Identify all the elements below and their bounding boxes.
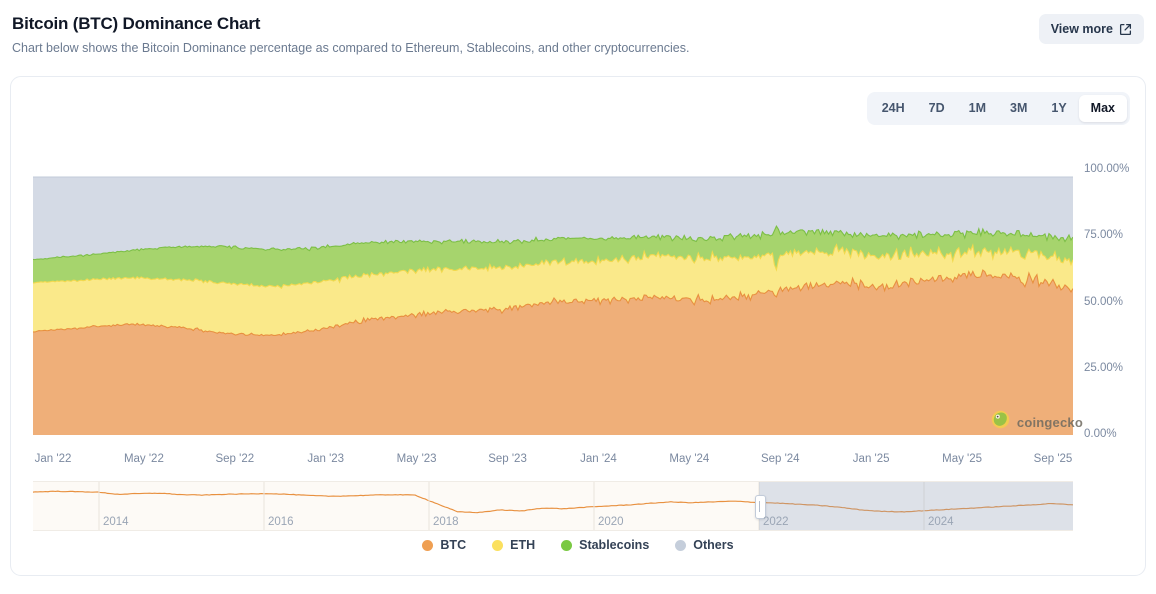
chart-navigator[interactable]: 2014 2016 2018 2020 2022 2024 <box>33 481 1073 531</box>
y-axis-tick: 50.00% <box>1084 295 1124 308</box>
x-axis-tick: Jan '24 <box>580 453 617 465</box>
range-button-1y[interactable]: 1Y <box>1039 95 1078 122</box>
stacked-area-plot[interactable] <box>33 170 1073 435</box>
legend-item-btc[interactable]: BTC <box>422 538 466 552</box>
legend-item-eth[interactable]: ETH <box>492 538 535 552</box>
legend-item-stablecoins[interactable]: Stablecoins <box>561 538 649 552</box>
legend-dot-eth <box>492 539 504 551</box>
view-more-button[interactable]: View more <box>1038 14 1144 44</box>
range-selector[interactable]: 24H 7D 1M 3M 1Y Max <box>866 92 1130 125</box>
area-line-btc <box>33 269 1073 337</box>
page-header: Bitcoin (BTC) Dominance Chart Chart belo… <box>10 0 1146 55</box>
page-title: Bitcoin (BTC) Dominance Chart <box>12 14 261 33</box>
legend-label-eth: ETH <box>510 538 536 552</box>
range-button-max[interactable]: Max <box>1078 95 1127 122</box>
view-more-label: View more <box>1050 22 1113 36</box>
legend-item-others[interactable]: Others <box>675 538 734 552</box>
watermark-label: coingecko <box>1016 414 1083 430</box>
range-button-3m[interactable]: 3M <box>998 95 1039 122</box>
navigator-year-label: 2018 <box>433 516 459 528</box>
range-button-1m[interactable]: 1M <box>957 95 998 122</box>
x-axis-tick: Jan '23 <box>307 453 345 465</box>
navigator-year-label: 2022 <box>763 516 789 528</box>
x-axis-tick: May '22 <box>123 453 164 465</box>
x-axis-labels: Jan '22 May '22 Sep '22 Jan '23 May '23 Sep '… <box>33 453 1073 471</box>
chart-legend: BTC ETH Stablecoins Others <box>11 538 1145 552</box>
x-axis-tick: Sep '22 <box>215 453 255 465</box>
navigator-handle-left[interactable] <box>755 495 766 519</box>
legend-label-others: Others <box>693 538 734 552</box>
navigator-line <box>33 490 1073 514</box>
navigator-year-label: 2016 <box>268 516 294 528</box>
navigator-year-label: 2014 <box>103 516 129 528</box>
x-axis-tick: Sep '24 <box>760 453 800 465</box>
x-axis-tick: Sep '25 <box>1033 453 1073 465</box>
x-axis-tick: Sep '23 <box>488 453 527 465</box>
legend-label-btc: BTC <box>440 538 467 552</box>
navigator-year-label: 2020 <box>598 516 624 528</box>
area-band-btc <box>33 270 1073 435</box>
chart-card: 24H 7D 1M 3M 1Y Max 0.00% 25.00% 50.00% 75.… <box>10 76 1146 576</box>
range-button-24h[interactable]: 24H <box>870 95 917 122</box>
y-axis-tick: 0.00% <box>1084 428 1117 440</box>
x-axis-tick: May '25 <box>942 453 983 465</box>
x-axis-tick: Jan '25 <box>852 453 890 465</box>
external-link-icon <box>1119 23 1132 36</box>
y-axis-tick: 75.00% <box>1084 229 1124 242</box>
y-axis-tick: 25.00% <box>1084 361 1124 374</box>
y-axis-labels: 0.00% 25.00% 50.00% 75.00% 100.00% <box>1084 163 1154 443</box>
x-axis-tick: May '24 <box>669 453 710 465</box>
navigator-year-label: 2024 <box>928 516 954 528</box>
x-axis-tick: Jan '22 <box>34 453 72 465</box>
navigator-selection[interactable] <box>759 482 1073 530</box>
range-button-7d[interactable]: 7D <box>917 95 957 122</box>
gecko-logo-icon <box>991 410 1010 434</box>
legend-dot-btc <box>422 539 434 551</box>
area-line-eth <box>33 243 1073 290</box>
legend-label-stablecoins: Stablecoins <box>579 538 650 552</box>
coingecko-watermark: coingecko <box>991 410 1083 434</box>
legend-dot-stablecoins <box>561 539 573 551</box>
legend-dot-others <box>675 539 687 551</box>
area-line-stablecoins <box>33 225 1073 261</box>
x-axis-tick: May '23 <box>396 453 437 465</box>
page-subtitle: Chart below shows the Bitcoin Dominance … <box>12 41 690 55</box>
y-axis-tick: 100.00% <box>1084 163 1130 175</box>
